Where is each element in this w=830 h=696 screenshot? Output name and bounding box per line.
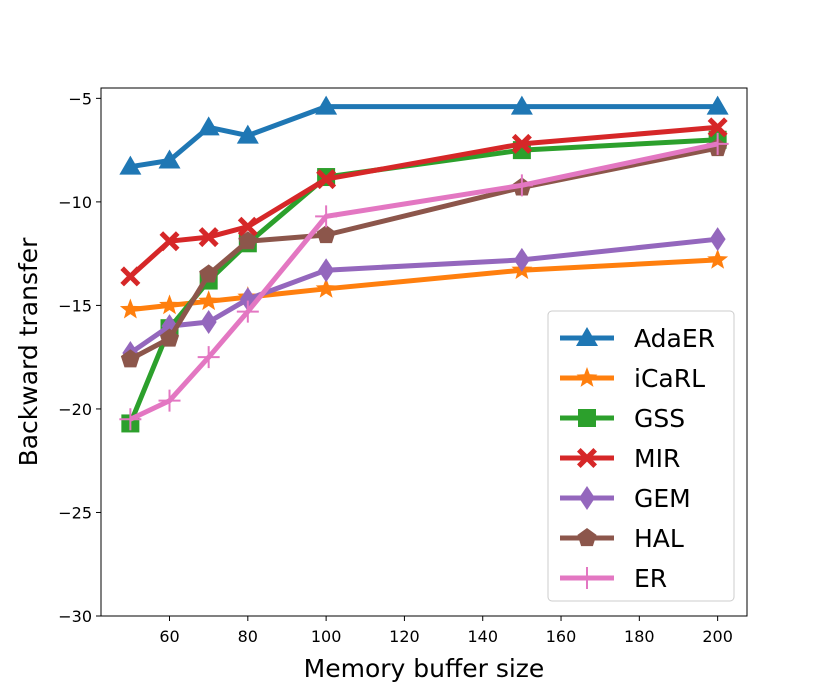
data-point-er [315, 205, 338, 228]
data-point-adaer [197, 116, 220, 136]
data-point-mir [707, 117, 728, 138]
legend-item-adaer: AdaER [560, 324, 715, 353]
y-tick-label: −25 [58, 503, 92, 522]
legend-label: ER [634, 564, 667, 593]
data-point-mir [511, 133, 532, 154]
data-point-hal [316, 225, 336, 244]
legend-box [547, 310, 735, 602]
legend-marker-gss [578, 409, 596, 427]
x-tick-label: 180 [624, 627, 655, 646]
y-axis-ticks: −30 −25 −20 −15 −10 −5 [58, 89, 101, 626]
legend-marker-gem [579, 486, 595, 510]
data-point-icarl [707, 248, 729, 269]
data-point-er [706, 132, 729, 155]
series-layer [119, 95, 729, 433]
x-tick-label: 80 [238, 627, 258, 646]
y-tick-label: −30 [58, 607, 92, 626]
legend-item-er: ER [560, 564, 667, 593]
y-tick-label: −20 [58, 400, 92, 419]
plot-frame [100, 87, 748, 617]
x-axis-label: Memory buffer size [304, 654, 545, 683]
x-tick-label: 120 [389, 627, 420, 646]
legend-marker-icarl [576, 367, 598, 387]
legend-item-gss: GSS [560, 404, 685, 433]
data-point-adaer [510, 95, 533, 115]
legend-label: AdaER [634, 324, 715, 353]
data-point-er [119, 408, 142, 431]
data-point-icarl [198, 290, 220, 311]
data-point-gem [200, 309, 217, 334]
y-tick-label: −15 [58, 296, 92, 315]
legend-label: MIR [634, 444, 680, 473]
x-tick-label: 200 [702, 627, 733, 646]
legend-label: GEM [634, 484, 691, 513]
y-tick-label: −10 [58, 193, 92, 212]
data-point-icarl [159, 294, 180, 315]
legend-item-mir: MIR [560, 444, 680, 473]
data-point-er [510, 174, 533, 197]
legend-item-hal: HAL [560, 524, 684, 553]
data-point-hal [120, 349, 140, 368]
data-point-er [197, 346, 220, 369]
data-point-icarl [119, 298, 141, 319]
data-point-mir [159, 231, 180, 252]
data-point-adaer [119, 155, 142, 175]
data-point-adaer [706, 95, 729, 115]
data-point-adaer [315, 95, 338, 115]
legend-item-gem: GEM [560, 484, 691, 513]
legend-marker-hal [577, 528, 597, 547]
legend: AdaER iCaRL GSS MIR GEM HAL ER [547, 310, 735, 602]
data-point-adaer [236, 124, 259, 144]
data-point-gem [709, 227, 726, 252]
data-point-er [158, 389, 181, 412]
data-point-hal [160, 328, 180, 347]
data-point-mir [237, 216, 258, 237]
y-axis-label: Backward transfer [14, 237, 43, 467]
legend-label: HAL [634, 524, 684, 553]
series-mir [120, 117, 728, 287]
series-er [119, 132, 729, 431]
x-tick-label: 60 [159, 627, 179, 646]
series-adaer [119, 95, 729, 175]
legend-label: GSS [634, 404, 685, 433]
data-point-gem [513, 247, 530, 272]
legend-label: iCaRL [634, 364, 705, 393]
data-point-er [236, 300, 259, 323]
legend-marker-er [576, 567, 598, 589]
data-point-mir [198, 227, 219, 248]
data-point-adaer [158, 149, 181, 169]
x-axis-ticks: 60 80 100 120 140 160 180 200 [159, 616, 733, 646]
x-tick-label: 160 [546, 627, 577, 646]
data-point-hal [238, 231, 258, 250]
data-point-gem [318, 258, 335, 283]
legend-marker-adaer [576, 327, 598, 346]
data-point-mir [316, 169, 337, 190]
data-point-hal [199, 264, 219, 283]
y-tick-label: −5 [68, 89, 92, 108]
data-point-mir [120, 266, 141, 287]
x-tick-label: 140 [467, 627, 498, 646]
data-point-icarl [315, 277, 337, 298]
legend-item-icarl: iCaRL [560, 364, 705, 393]
legend-marker-mir [577, 448, 597, 468]
x-tick-label: 100 [311, 627, 342, 646]
